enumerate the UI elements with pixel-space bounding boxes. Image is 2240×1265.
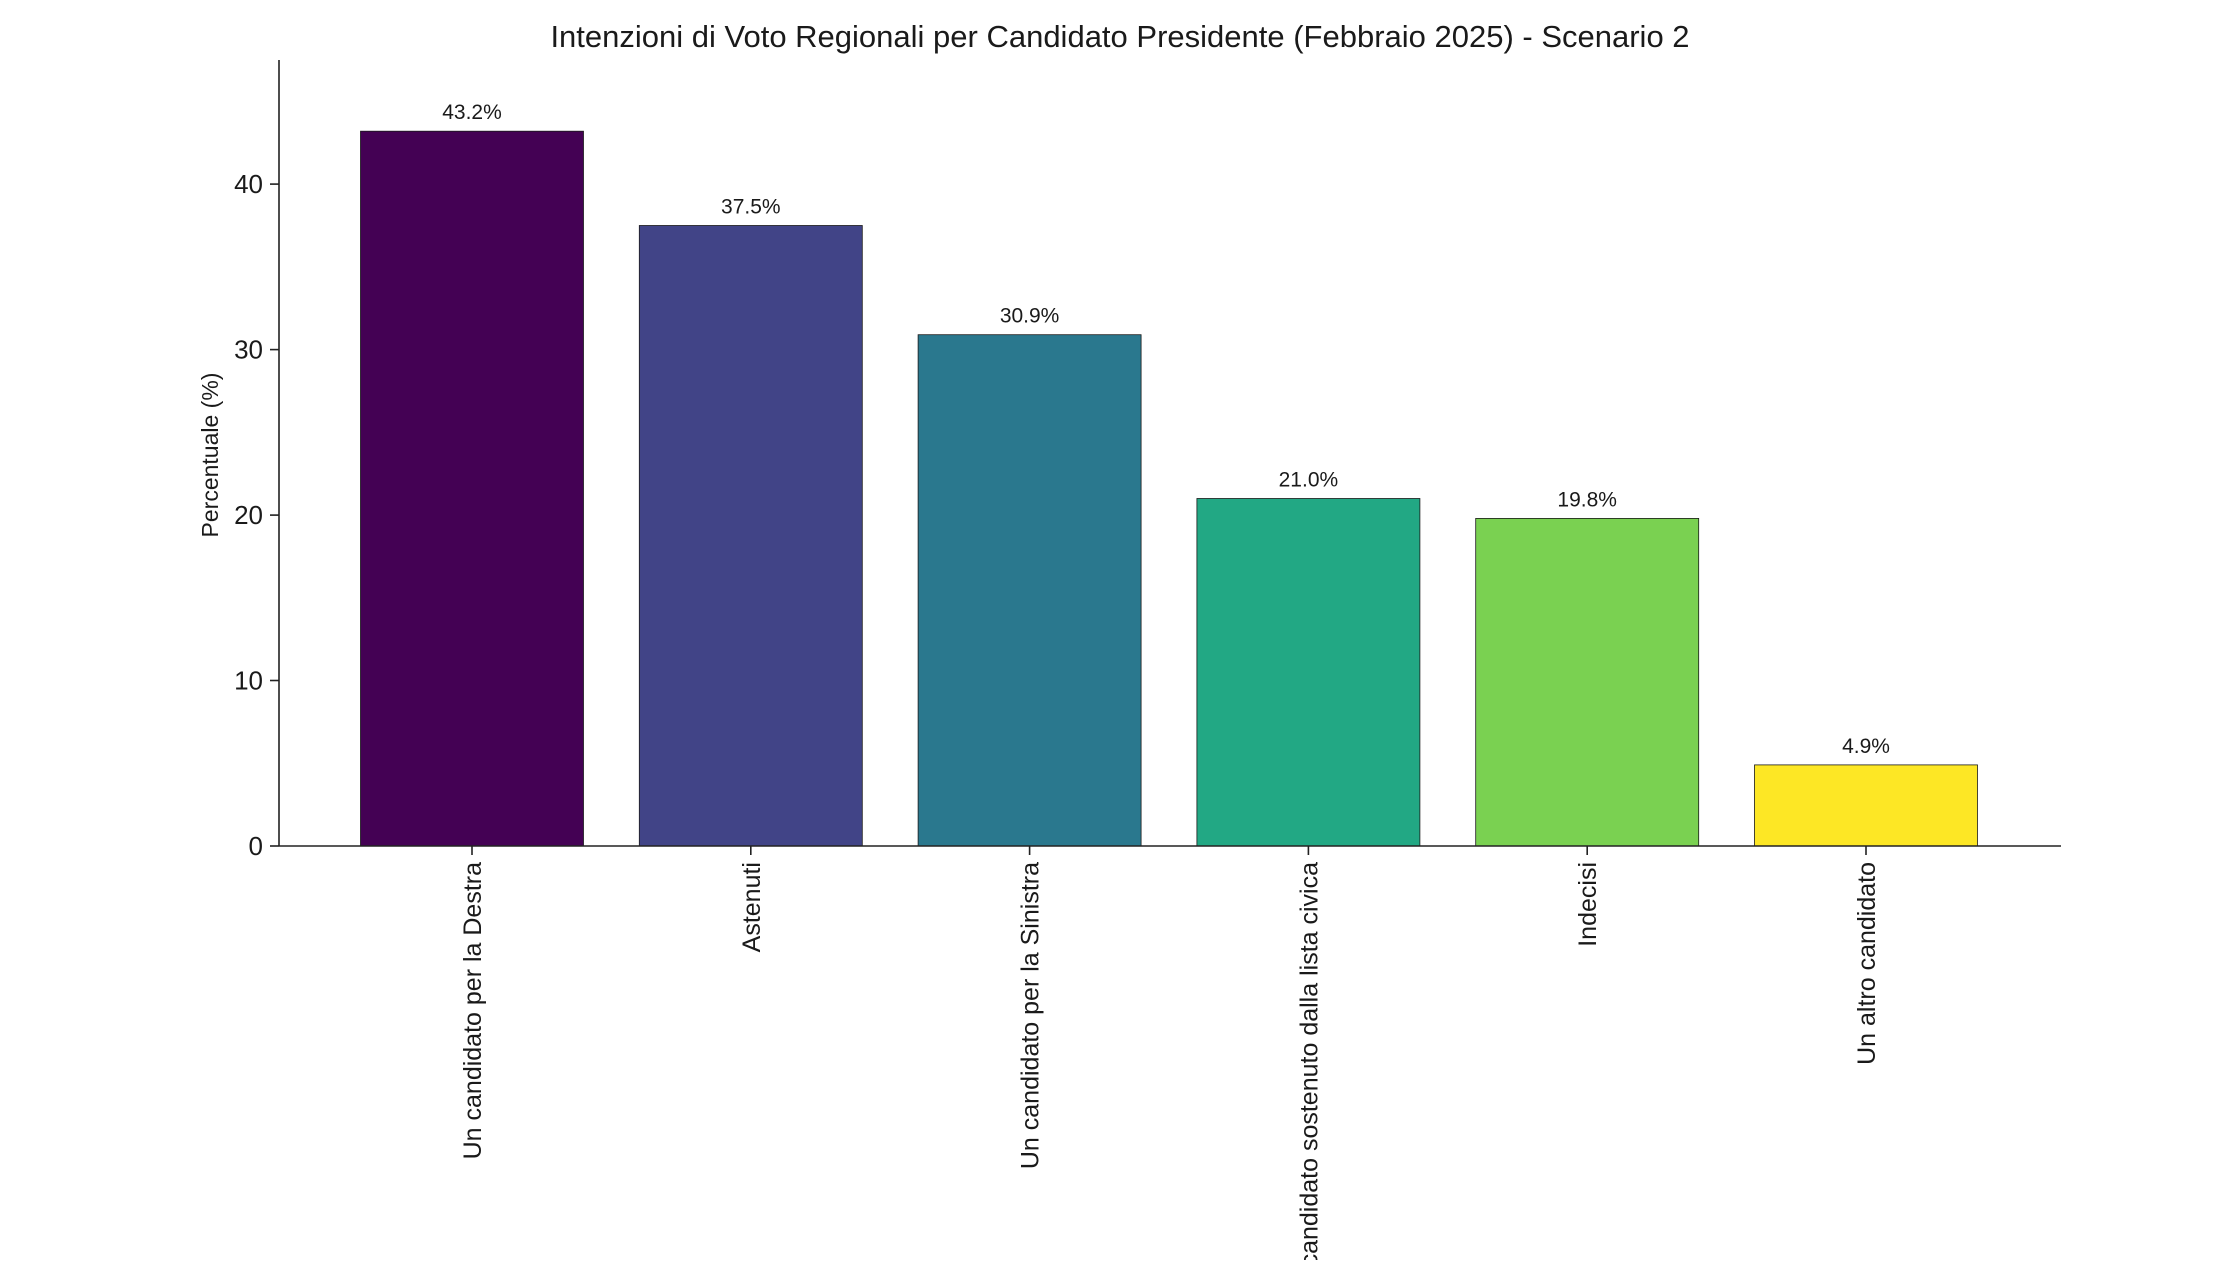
x-tick-label: Un candidato sostenuto dalla lista civic…	[1295, 862, 1323, 1260]
x-tick-label: Indecisi	[1574, 862, 1602, 947]
y-tick-label: 0	[249, 831, 263, 861]
bar	[917, 334, 1142, 847]
x-tick-label: Astenuti	[738, 862, 766, 952]
data-label: 4.9%	[1842, 735, 1890, 758]
bar	[1475, 518, 1700, 847]
data-label: 43.2%	[442, 101, 502, 124]
bar	[360, 130, 584, 847]
data-labels-group: 43.2% 37.5% 30.9% 21.0% 19.8% 4.9%	[442, 101, 1890, 758]
x-tick-label: Un candidato per la Sinistra	[1017, 862, 1045, 1169]
data-label: 21.0%	[1279, 469, 1339, 492]
x-tick-label: Un candidato per la Destra	[459, 862, 487, 1159]
bar	[1196, 498, 1421, 847]
y-axis: 0 10 20 30 40	[234, 60, 280, 861]
x-axis: Un candidato per la Destra Astenuti Un can…	[279, 845, 2061, 1260]
y-tick-label: 20	[234, 500, 263, 530]
y-tick-label: 30	[234, 335, 263, 365]
data-label: 37.5%	[721, 196, 781, 219]
bar	[638, 225, 863, 847]
x-tick-label: Un altro candidato	[1853, 862, 1881, 1065]
y-tick-label: 10	[234, 666, 263, 696]
y-tick-label: 40	[234, 169, 263, 199]
chart-title: Intenzioni di Voto Regionali per Candida…	[550, 19, 1689, 54]
data-label: 19.8%	[1557, 488, 1617, 511]
bars-group	[360, 130, 1978, 847]
y-axis-label: Percentuale (%)	[197, 373, 223, 538]
data-label: 30.9%	[1000, 305, 1060, 328]
bar	[1754, 764, 1978, 847]
